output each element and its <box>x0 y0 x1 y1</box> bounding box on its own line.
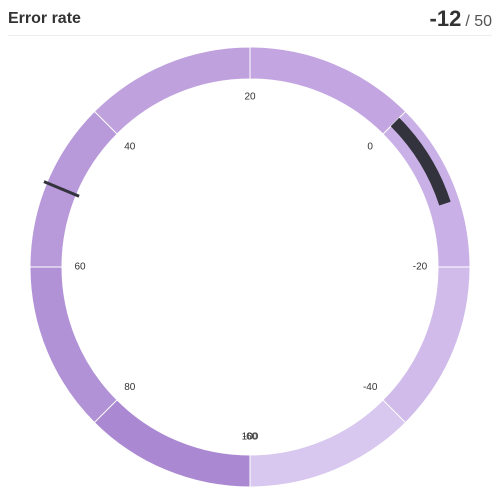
tick-label: 0 <box>367 141 373 152</box>
header-divider <box>8 35 492 36</box>
chart-title: Error rate <box>8 10 81 27</box>
target-marker <box>43 180 80 198</box>
gauge-band <box>93 46 251 135</box>
tick-label: 80 <box>124 382 136 393</box>
target-value: / 50 <box>465 13 492 30</box>
value-display: -12/ 50 <box>430 6 492 32</box>
gauge-band <box>249 46 407 135</box>
gauge-band <box>382 266 471 424</box>
tick-label: 20 <box>244 92 256 103</box>
tick-label: -60 <box>243 432 258 443</box>
gauge-band <box>382 110 471 268</box>
tick-label: -40 <box>363 382 378 393</box>
tick-label: 100 <box>242 432 259 443</box>
tick-label: 60 <box>74 262 86 273</box>
gauge-band <box>29 266 118 424</box>
tick-label: 40 <box>124 141 136 152</box>
tick-label: -20 <box>413 262 428 273</box>
current-value: -12 <box>429 6 462 31</box>
value-bar <box>390 117 451 206</box>
gauge-band <box>93 399 251 488</box>
gauge-band <box>249 399 407 488</box>
gauge-band <box>29 110 118 268</box>
